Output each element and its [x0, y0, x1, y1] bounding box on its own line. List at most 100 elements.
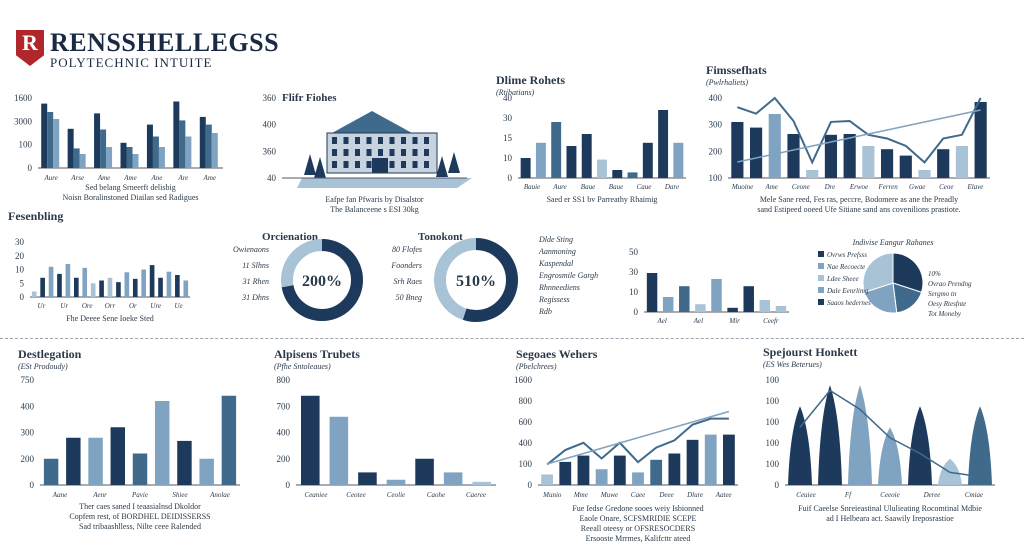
chart-bar: [48, 266, 54, 297]
building-window: [378, 137, 383, 144]
chart-caption: Fuif Caeelse Snreieastinal Ululieating R…: [798, 504, 982, 513]
legend-swatch: [818, 263, 824, 269]
chart-title: Alpisens Trubets: [274, 347, 360, 361]
y-tick-label: 200: [277, 454, 291, 464]
tree-icon: [304, 154, 316, 175]
chart-bar: [106, 147, 113, 168]
x-tick-label: Gwae: [909, 183, 925, 191]
x-tick-label: Ame: [203, 174, 216, 182]
chart-caption: Reeall oteesy or OFSRESOCDERS: [581, 524, 695, 533]
side-label: Kaspendal: [538, 259, 574, 268]
donut-label: Owienaons: [233, 245, 269, 254]
legend-swatch: [818, 287, 824, 293]
triangle-mark: [968, 406, 992, 485]
chart-bar: [824, 134, 838, 178]
y-tick-label: 3000: [14, 116, 33, 126]
chart-bar: [152, 136, 159, 168]
x-tick-label: Erwoe: [849, 183, 868, 191]
y-tick-label: 400: [21, 401, 35, 411]
building-window: [355, 137, 360, 144]
building-window: [412, 161, 418, 168]
pie-slice: [863, 282, 898, 314]
pie-note: Oesy Rtesfnte: [928, 300, 966, 308]
x-tick-label: Caee: [631, 491, 645, 499]
chart-bar: [731, 122, 744, 178]
x-tick-label: Cmiae: [965, 491, 983, 499]
chart-bar: [179, 120, 186, 168]
y-tick-label: 30: [15, 237, 25, 247]
legend-label: Nae Recoecte: [826, 263, 865, 271]
x-tick-label: Arse: [70, 174, 84, 182]
chart-bar: [110, 427, 125, 485]
donut-arc: [281, 239, 363, 321]
chart-bar: [711, 279, 722, 312]
donut-label: Srh Raes: [393, 277, 422, 286]
y-tick-label: 100: [19, 140, 33, 150]
x-tick-label: Aure: [44, 174, 58, 182]
chart-bar: [205, 124, 212, 168]
y-tick-label: 50: [629, 247, 639, 257]
chart-bar: [149, 265, 155, 297]
legend-swatch: [818, 299, 824, 305]
page-subtitle: POLYTECHNIC INTUITE: [50, 55, 213, 70]
y-tick-label: 100: [766, 417, 780, 427]
y-tick-label: 400: [709, 93, 723, 103]
chart-title: Destlegation: [18, 347, 82, 361]
side-label: Rhnneediens: [538, 283, 580, 292]
y-tick-label: 15: [503, 133, 513, 143]
x-tick-label: Ceone: [792, 183, 810, 191]
chart-bar: [559, 461, 572, 485]
building-window: [401, 161, 406, 168]
x-tick-label: Aenr: [92, 491, 107, 499]
x-tick-label: Ame: [123, 174, 136, 182]
chart-caption: Fue Iedse Gredone sooes weiy Isbionned: [572, 504, 703, 513]
chart-bar: [158, 147, 165, 168]
chart-bar: [759, 300, 771, 312]
chart-bar: [43, 458, 59, 485]
chart-bar: [94, 113, 101, 168]
pie-note: Sergmo tn: [928, 290, 957, 298]
x-tick-label: Aatee: [715, 491, 732, 499]
y-tick-label: 100: [766, 459, 780, 469]
chart-bar: [642, 142, 653, 178]
logo-letter: R: [22, 30, 38, 55]
chart-subtitle: (ES Wes Beterues): [763, 360, 822, 369]
y-tick-label: 0: [286, 480, 291, 490]
chart-bar: [90, 283, 96, 297]
chart-bar: [581, 134, 592, 178]
chart-bar: [47, 112, 54, 168]
x-tick-label: Baue: [609, 183, 623, 191]
y-tick-label: 360: [263, 146, 277, 156]
chart-bar: [613, 455, 626, 485]
y-tick-label: 400: [519, 438, 533, 448]
chart-title: Orcienation: [262, 231, 318, 243]
chart-bar: [612, 170, 623, 178]
chart-bar: [541, 474, 553, 485]
y-tick-label: 400: [277, 428, 291, 438]
chart-bar: [918, 170, 931, 178]
chart-bar: [329, 416, 349, 485]
x-tick-label: Ael: [693, 317, 703, 325]
x-tick-label: Caohe: [427, 491, 445, 499]
y-tick-label: 800: [277, 375, 291, 385]
y-tick-label: 300: [21, 428, 35, 438]
chart-bar: [650, 459, 663, 485]
y-tick-label: 300: [709, 120, 723, 130]
donut-label: 31 Dhns: [241, 293, 269, 302]
y-tick-label: 200: [21, 454, 35, 464]
chart-bar: [595, 469, 608, 485]
chart-bar: [155, 401, 170, 485]
x-tick-label: Ur: [60, 302, 68, 310]
x-tick-label: Ame: [764, 183, 777, 191]
side-label: Engrosmile Gargh: [538, 271, 598, 280]
y-tick-label: 800: [519, 396, 533, 406]
x-tick-label: Ure: [150, 302, 161, 310]
y-tick-label: 700: [277, 401, 291, 411]
pie-slice: [892, 252, 924, 293]
pie-slice: [862, 252, 894, 293]
chart-caption: Mele Sane reed, Fes ras, peccre, Bodomer…: [760, 195, 958, 204]
chart-bar: [141, 269, 146, 297]
chart-bar: [627, 172, 638, 178]
x-tick-label: Caeree: [466, 491, 486, 499]
chart-bar: [566, 146, 577, 178]
